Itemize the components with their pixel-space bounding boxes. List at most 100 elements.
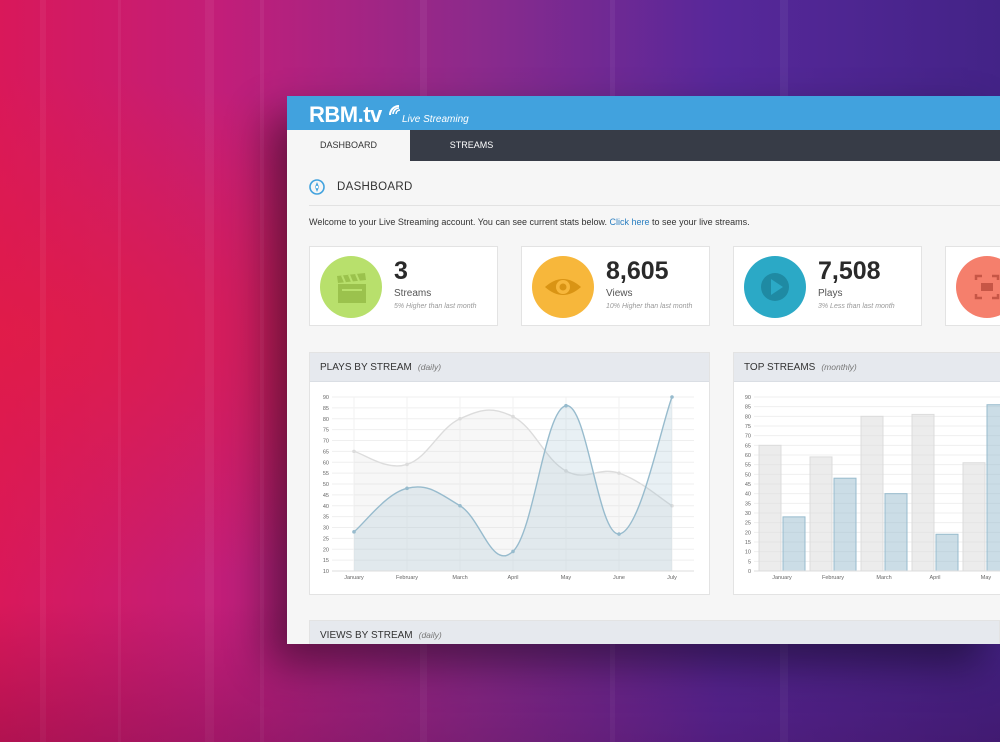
page-title: DASHBOARD — [337, 181, 413, 193]
x-tick-label: March — [452, 575, 467, 581]
y-tick-label: 25 — [745, 521, 751, 527]
welcome-prefix: Welcome to your Live Streaming account. … — [309, 217, 607, 227]
panel-period: (daily) — [418, 630, 442, 640]
stat-label: Streams — [394, 288, 432, 299]
stat-value: 3 — [394, 257, 408, 285]
y-tick-label: 80 — [323, 417, 329, 423]
data-point — [352, 449, 356, 454]
y-tick-label: 80 — [745, 414, 751, 420]
y-tick-label: 30 — [745, 511, 751, 517]
y-tick-label: 15 — [745, 540, 751, 546]
y-tick-label: 0 — [748, 569, 751, 575]
bar — [758, 444, 782, 572]
y-tick-label: 45 — [323, 493, 329, 499]
y-tick-label: 70 — [745, 434, 751, 440]
y-tick-label: 30 — [323, 526, 329, 532]
y-tick-label: 25 — [323, 536, 329, 542]
views-by-stream-panel: VIEWS BY STREAM (daily) — [309, 620, 1000, 644]
screen-capture-icon — [974, 274, 1000, 300]
x-tick-label: January — [344, 575, 364, 581]
y-tick-label: 65 — [745, 443, 751, 449]
broadcast-icon — [389, 105, 401, 116]
stat-label: Views — [606, 288, 633, 299]
panel-period: (daily) — [417, 362, 442, 372]
eye-icon — [545, 279, 581, 295]
y-tick-label: 10 — [323, 569, 329, 575]
stat-note: 5% Higher than last month — [394, 303, 477, 310]
x-tick-label: May — [981, 575, 992, 581]
stat-card-fourth — [945, 246, 1000, 326]
stat-card-plays: 7,508 Plays 3% Less than last month — [733, 246, 922, 326]
y-tick-label: 55 — [323, 471, 329, 477]
x-tick-label: May — [561, 575, 572, 581]
y-tick-label: 90 — [323, 395, 329, 401]
stat-value: 7,508 — [818, 257, 881, 285]
page-header: DASHBOARD — [309, 179, 413, 195]
y-tick-label: 20 — [745, 530, 751, 536]
bar — [782, 516, 806, 572]
y-tick-label: 45 — [745, 482, 751, 488]
bar — [884, 493, 908, 572]
tab-dashboard[interactable]: DASHBOARD — [287, 130, 410, 161]
stat-label: Plays — [818, 288, 843, 299]
y-tick-label: 60 — [745, 453, 751, 459]
y-tick-label: 40 — [323, 504, 329, 510]
panel-title: VIEWS BY STREAM — [320, 630, 413, 641]
tab-streams[interactable]: STREAMS — [449, 140, 494, 150]
x-tick-label: April — [507, 575, 518, 581]
panel-period: (monthly) — [821, 362, 857, 372]
compass-icon — [309, 179, 325, 195]
stat-icon-circle — [956, 256, 1000, 318]
top-streams-bar-chart: 0 5 10 15 20 25 30 35 40 45 50 55 60 65 70 75 80 85 90 Janu… — [745, 395, 1000, 581]
panel-title: TOP STREAMS — [744, 362, 816, 373]
panel-title: PLAYS BY STREAM — [320, 362, 412, 373]
y-tick-label: 35 — [323, 515, 329, 521]
bar — [935, 533, 959, 572]
data-point — [405, 462, 409, 467]
x-tick-label: July — [667, 575, 677, 581]
stat-icon-circle — [532, 256, 594, 318]
panel-header: TOP STREAMS (monthly) — [734, 353, 1000, 382]
data-point — [511, 414, 515, 419]
y-tick-label: 90 — [745, 395, 751, 401]
welcome-text: Welcome to your Live Streaming account. … — [309, 217, 750, 227]
y-tick-label: 60 — [323, 460, 329, 466]
top-streams-panel: TOP STREAMS (monthly) 0 5 10 15 20 25 30 35 40 45 5… — [733, 352, 1000, 595]
y-tick-label: 35 — [745, 501, 751, 507]
bar — [833, 477, 857, 572]
bar — [962, 462, 986, 572]
y-tick-label: 40 — [745, 492, 751, 498]
x-tick-label: February — [396, 575, 418, 581]
stat-note: 3% Less than last month — [818, 303, 895, 310]
y-tick-label: 85 — [323, 406, 329, 412]
y-tick-label: 5 — [748, 559, 751, 565]
series-area — [354, 410, 672, 571]
data-point — [617, 471, 621, 475]
logo-text: RBM.tv — [309, 102, 382, 127]
x-tick-label: March — [876, 575, 891, 581]
data-point — [511, 549, 515, 554]
data-point — [617, 532, 621, 536]
y-tick-label: 50 — [745, 472, 751, 478]
data-point — [458, 503, 462, 508]
data-point — [352, 530, 356, 534]
bar — [986, 404, 1000, 572]
film-clapper-icon — [337, 273, 366, 303]
y-tick-label: 85 — [745, 405, 751, 411]
header-bar: RBM.tv Live Streaming — [287, 96, 1000, 130]
y-tick-label: 50 — [323, 482, 329, 488]
streams-link[interactable]: Click here — [609, 217, 650, 227]
series-line — [353, 396, 673, 557]
y-tick-label: 20 — [323, 547, 329, 553]
y-tick-label: 70 — [323, 439, 329, 445]
stat-value: 8,605 — [606, 257, 669, 285]
y-tick-label: 55 — [745, 463, 751, 469]
logo[interactable]: RBM.tv — [309, 102, 401, 128]
series-area — [354, 397, 672, 571]
x-tick-label: April — [929, 575, 940, 581]
header-divider — [309, 205, 1000, 206]
data-point — [670, 395, 674, 399]
stat-icon-circle — [744, 256, 806, 318]
y-tick-label: 15 — [323, 558, 329, 564]
stat-card-streams: 3 Streams 5% Higher than last month — [309, 246, 498, 326]
